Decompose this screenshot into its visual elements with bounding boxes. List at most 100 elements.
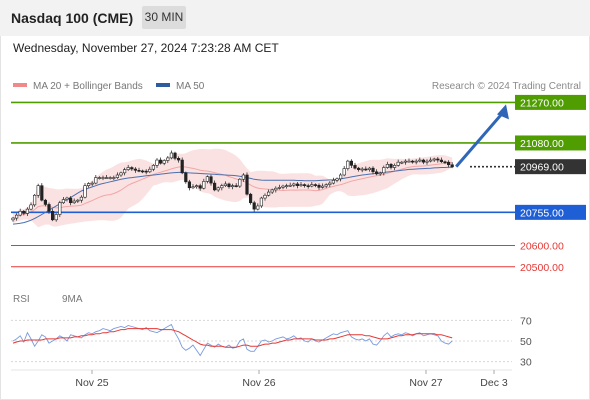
candle-body <box>112 177 116 179</box>
candle-body <box>72 200 76 204</box>
candle-body <box>50 210 55 221</box>
candle-body <box>115 174 119 178</box>
candle-body <box>195 185 199 188</box>
candle-body <box>436 158 440 161</box>
candle-body <box>238 178 242 187</box>
candle-body <box>223 183 228 186</box>
timeframe-badge[interactable]: 30 MIN <box>142 6 186 29</box>
candle-body <box>187 181 192 189</box>
candle-body <box>101 177 105 179</box>
level-label-box <box>515 204 586 220</box>
header-bar: Nasdaq 100 (CME) 30 MIN <box>0 0 590 36</box>
candle-body <box>281 185 285 188</box>
level-label-box <box>515 94 586 110</box>
candle-body <box>151 165 156 170</box>
candle-body <box>428 159 433 162</box>
candle-body <box>414 160 418 163</box>
research-credit: Research © 2024 Trading Central <box>431 81 581 92</box>
candle-body <box>220 185 224 189</box>
level-label: 20969.00 <box>520 162 564 174</box>
legend-bollinger-label: MA 20 + Bollinger Bands <box>33 81 143 92</box>
candle-body <box>328 182 332 185</box>
candle-body <box>418 159 422 162</box>
candle-body <box>302 184 307 186</box>
candle-body <box>11 217 15 221</box>
candle-body <box>177 158 181 161</box>
candle-body <box>105 177 109 179</box>
level-label: 20600.00 <box>520 240 564 252</box>
candle-body <box>410 160 415 163</box>
candle-body <box>356 167 361 170</box>
candle-body <box>241 174 246 180</box>
candle-body <box>209 176 213 184</box>
level-label-box <box>515 159 586 175</box>
rsi-tick-label: 30 <box>520 357 532 369</box>
candle-body <box>108 177 112 179</box>
candle-body <box>97 177 101 179</box>
projection-arrowhead <box>497 104 509 120</box>
candle-body <box>263 194 267 199</box>
legend-ma50-label: MA 50 <box>176 81 205 92</box>
candle-body <box>202 181 206 189</box>
candle-body <box>400 161 404 164</box>
candle-body <box>119 172 123 176</box>
rsi-line <box>12 323 453 357</box>
candle-body <box>274 187 278 191</box>
candle-body <box>249 193 253 204</box>
level-label: 21270.00 <box>520 97 564 109</box>
rsi-tick-label: 50 <box>520 336 532 348</box>
x-tick-label: Nov 26 <box>242 377 275 389</box>
candle-body <box>432 158 436 161</box>
ma20-line <box>12 162 453 219</box>
candle-body <box>425 160 429 163</box>
candle-body <box>54 214 58 221</box>
candle-body <box>227 183 231 188</box>
candle-body <box>299 184 303 186</box>
candle-body <box>87 183 91 186</box>
candle-body <box>306 185 310 187</box>
x-tick-label: Nov 25 <box>75 377 108 389</box>
candle-body <box>79 196 83 201</box>
candle-body <box>123 169 127 174</box>
candle-body <box>396 161 400 166</box>
candle-body <box>18 210 22 216</box>
candle-body <box>76 199 80 202</box>
candle-body <box>43 199 47 205</box>
candle-body <box>231 185 235 188</box>
candle-body <box>234 185 238 187</box>
candle-body <box>288 184 292 187</box>
candle-body <box>40 185 44 201</box>
candle-body <box>83 185 87 198</box>
candle-body <box>443 161 447 164</box>
candle-body <box>342 168 346 176</box>
candle-body <box>58 202 62 215</box>
candle-body <box>61 199 65 204</box>
candle-body <box>133 168 138 171</box>
candle-body <box>385 164 390 168</box>
candle-body <box>392 165 397 168</box>
candle-body <box>335 178 339 181</box>
candle-body <box>324 184 328 187</box>
candle-body <box>148 168 152 173</box>
candle-body <box>450 164 454 168</box>
candle-body <box>90 182 94 185</box>
timestamp: Wednesday, November 27, 2024 7:23:28 AM … <box>13 41 279 55</box>
candle-body <box>371 167 375 173</box>
candle-body <box>259 197 264 207</box>
legend-bollinger: MA 20 + Bollinger Bands <box>13 81 143 92</box>
x-tick-label: Dec 3 <box>480 377 508 389</box>
ma50-swatch <box>156 83 170 88</box>
candle-body <box>94 177 98 184</box>
candle-body <box>374 171 379 175</box>
candle-body <box>317 184 321 188</box>
candle-body <box>295 183 300 186</box>
candle-body <box>25 208 30 214</box>
candle-body <box>15 214 19 219</box>
candle-body <box>141 170 145 173</box>
candle-body <box>65 197 69 200</box>
candle-body <box>256 205 260 210</box>
candle-body <box>137 169 141 172</box>
candle-body <box>360 168 364 171</box>
candle-body <box>421 159 426 163</box>
candle-body <box>166 157 170 161</box>
